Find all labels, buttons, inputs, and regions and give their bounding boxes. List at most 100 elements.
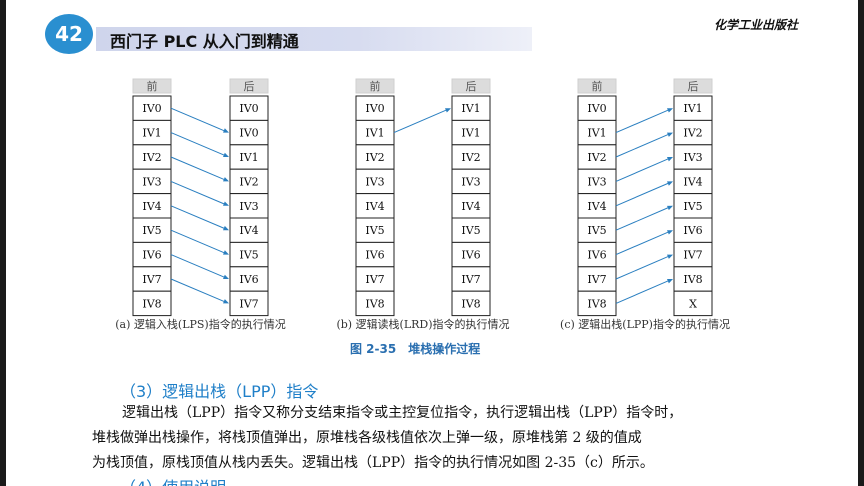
after-stack-cell xyxy=(451,241,491,268)
after-header-label: 后 xyxy=(466,80,477,93)
arrowhead-icon xyxy=(223,274,229,280)
page-number-badge: 42 xyxy=(45,14,93,54)
before-stack-value: IV8 xyxy=(142,297,161,310)
panel-caption: (c) 逻辑出栈(LPP)指令的执行情况 xyxy=(560,317,730,331)
after-stack-value: IV6 xyxy=(239,273,258,286)
paragraph-line: 逻辑出栈（LPP）指令又称分支结束指令或主控复位指令，执行逻辑出栈（LPP）指令… xyxy=(122,405,683,421)
before-stack-value: IV1 xyxy=(587,127,606,140)
after-stack-value: IV0 xyxy=(239,127,258,140)
after-stack-value: IV2 xyxy=(683,127,702,140)
stack-transfer-arrow xyxy=(393,109,447,134)
section-paragraph: 逻辑出栈（LPP）指令又称分支结束指令或主控复位指令，执行逻辑出栈（LPP）指令… xyxy=(92,401,782,476)
after-stack-value: IV5 xyxy=(239,249,258,262)
after-stack-cell xyxy=(673,144,713,170)
arrowhead-icon xyxy=(667,254,673,259)
before-stack-cell xyxy=(355,193,395,219)
after-stack-value: IV6 xyxy=(683,224,702,237)
arrowhead-icon xyxy=(667,279,673,284)
arrowhead-icon xyxy=(667,230,673,235)
before-stack-cell xyxy=(132,290,172,317)
after-stack-value: IV1 xyxy=(683,102,702,115)
right-frame-border xyxy=(858,0,864,486)
before-stack-value: IV6 xyxy=(142,249,161,262)
after-stack-value: IV4 xyxy=(461,200,480,213)
figure-title: 图 2-35 堆栈操作过程 xyxy=(350,342,481,356)
stack-transfer-arrow xyxy=(170,229,225,254)
section-heading: （3）逻辑出栈（LPP）指令 xyxy=(120,382,319,401)
after-stack-cell xyxy=(673,193,713,219)
arrowhead-icon xyxy=(667,205,673,211)
after-stack-value: IV8 xyxy=(683,273,702,286)
before-header-label: 前 xyxy=(147,79,158,93)
after-stack-cell xyxy=(229,119,269,146)
after-stack-cell xyxy=(229,168,269,195)
paragraph-line: 堆栈做弹出栈操作，将栈顶值弹出，原堆栈各级栈值依次上弹一级，原堆栈第 2 级的值… xyxy=(92,430,642,446)
after-stack-value: IV3 xyxy=(461,175,480,188)
stack-transfer-arrow xyxy=(615,182,669,207)
after-stack-cell xyxy=(229,95,269,121)
stack-transfer-arrow xyxy=(170,156,225,180)
before-stack-value: IV8 xyxy=(587,297,606,310)
before-stack-cell xyxy=(355,95,395,121)
after-header-label: 后 xyxy=(244,80,255,93)
before-stack-cell xyxy=(355,144,395,170)
before-stack-value: IV6 xyxy=(365,249,384,262)
arrowhead-icon xyxy=(223,225,229,231)
after-stack-cell xyxy=(451,290,491,317)
after-stack-value: IV3 xyxy=(239,200,258,213)
before-stack-cell xyxy=(355,266,395,292)
after-stack-cell xyxy=(451,217,491,243)
before-stack-value: IV2 xyxy=(587,151,606,164)
arrowhead-icon xyxy=(223,177,229,182)
after-stack-value: IV3 xyxy=(683,151,702,164)
after-stack-value: IV2 xyxy=(239,175,258,188)
after-stack-value: IV6 xyxy=(461,249,480,262)
after-header xyxy=(451,78,491,94)
before-header xyxy=(355,78,395,94)
before-stack-value: IV7 xyxy=(142,273,161,286)
after-stack-value: IV1 xyxy=(461,127,480,140)
before-stack-value: IV5 xyxy=(142,224,161,237)
before-stack-value: IV2 xyxy=(142,151,161,164)
after-stack-value: IV2 xyxy=(461,151,480,164)
stack-transfer-arrow xyxy=(615,280,669,304)
before-stack-cell xyxy=(132,144,172,170)
before-stack-cell xyxy=(577,95,617,121)
before-stack-value: IV8 xyxy=(365,297,384,310)
stack-transfer-arrow xyxy=(170,278,225,302)
before-stack-value: IV1 xyxy=(365,127,384,140)
after-stack-cell xyxy=(229,144,269,170)
before-stack-value: IV7 xyxy=(587,273,606,286)
before-header-label: 前 xyxy=(592,79,603,93)
after-stack-value: IV1 xyxy=(239,151,258,164)
before-stack-value: IV0 xyxy=(365,102,384,115)
after-stack-cell xyxy=(451,95,491,121)
after-stack-value: X xyxy=(689,297,697,310)
before-stack-cell xyxy=(577,290,617,317)
after-stack-value: IV0 xyxy=(239,102,258,115)
stack-transfer-arrow xyxy=(170,254,225,278)
stack-transfer-arrow xyxy=(615,256,669,280)
before-stack-value: IV0 xyxy=(142,102,161,115)
before-stack-cell xyxy=(577,217,617,243)
after-header xyxy=(673,78,713,94)
arrowhead-icon xyxy=(223,299,229,304)
after-stack-cell xyxy=(229,266,269,292)
before-stack-value: IV2 xyxy=(365,151,384,164)
stack-transfer-arrow xyxy=(170,180,225,205)
header-bar xyxy=(96,27,532,51)
before-stack-value: IV6 xyxy=(587,249,606,262)
after-stack-value: IV7 xyxy=(683,249,702,262)
after-header xyxy=(229,78,269,94)
before-stack-cell xyxy=(355,217,395,243)
arrowhead-icon xyxy=(223,128,229,133)
before-stack-cell xyxy=(577,144,617,170)
before-stack-value: IV4 xyxy=(142,200,161,213)
left-frame-border xyxy=(0,0,6,486)
after-stack-cell xyxy=(229,290,269,317)
after-stack-cell xyxy=(673,290,713,317)
after-stack-cell xyxy=(451,119,491,146)
before-stack-cell xyxy=(355,241,395,268)
stack-transfer-arrow xyxy=(615,158,669,182)
before-stack-value: IV0 xyxy=(587,102,606,115)
